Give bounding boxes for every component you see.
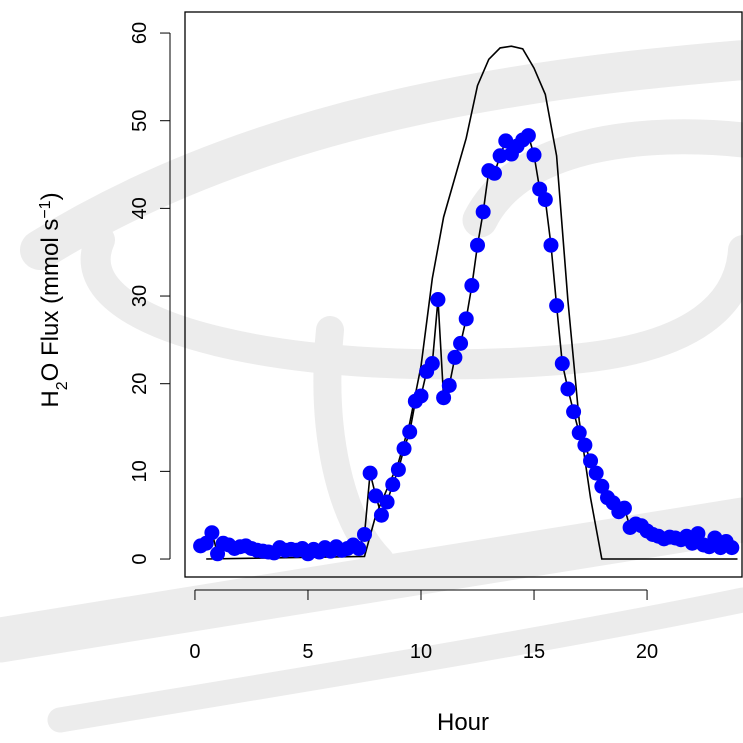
x-axis-label: Hour [437, 709, 489, 736]
x-tick-label: 0 [189, 641, 200, 663]
y-axis-label-part: ) [37, 192, 64, 200]
y-tick-label: 40 [129, 197, 151, 219]
data-point [475, 204, 491, 220]
x-tick-label: 5 [302, 641, 313, 663]
data-point [486, 165, 502, 181]
data-point [458, 311, 474, 327]
data-point [526, 147, 542, 163]
data-point [594, 478, 610, 494]
data-point [356, 526, 372, 542]
data-point [390, 462, 406, 478]
data-point [441, 377, 457, 393]
data-point [402, 424, 418, 440]
y-tick-label: 0 [129, 553, 151, 564]
data-point [413, 388, 429, 404]
data-point [537, 192, 553, 208]
data-point [520, 128, 536, 144]
data-point [543, 237, 559, 253]
data-point [549, 298, 565, 314]
data-point [204, 525, 220, 541]
y-axis-label-part: 2 [54, 381, 71, 390]
data-point [724, 540, 740, 556]
background-swirl [0, 40, 743, 733]
data-point [560, 381, 576, 397]
data-point [588, 465, 604, 481]
data-point [577, 437, 593, 453]
y-axis-label-part: O Flux (mmol s [37, 219, 64, 382]
y-axis-label-part: H [37, 390, 64, 407]
data-point [447, 349, 463, 365]
data-point [492, 148, 508, 164]
data-point [385, 477, 401, 493]
x-tick-label: 20 [636, 641, 658, 663]
y-tick-label: 60 [129, 22, 151, 44]
y-tick-label: 30 [129, 285, 151, 307]
y-tick-label: 10 [129, 460, 151, 482]
plot-box [184, 11, 743, 578]
data-point [464, 278, 480, 294]
data-point [453, 335, 469, 351]
data-point [498, 133, 514, 149]
y-tick-label: 20 [129, 373, 151, 395]
data-point [566, 404, 582, 420]
data-point [362, 465, 378, 481]
data-point [373, 507, 389, 523]
data-point [583, 453, 599, 469]
data-point [616, 500, 632, 516]
x-tick-label: 15 [523, 641, 545, 663]
y-axis-label-part: −1 [37, 200, 54, 218]
data-point [351, 541, 367, 557]
data-point [430, 292, 446, 308]
data-point [554, 356, 570, 372]
data-point [690, 526, 706, 542]
data-point [436, 390, 452, 406]
data-point [424, 356, 440, 372]
data-point [396, 441, 412, 457]
data-point [571, 425, 587, 441]
data-point [379, 494, 395, 510]
data-point [368, 488, 384, 504]
y-tick-label: 50 [129, 110, 151, 132]
y-axis-label: H2O Flux (mmol s−1) [37, 192, 71, 407]
x-tick-label: 10 [410, 641, 432, 663]
data-point [470, 237, 486, 253]
